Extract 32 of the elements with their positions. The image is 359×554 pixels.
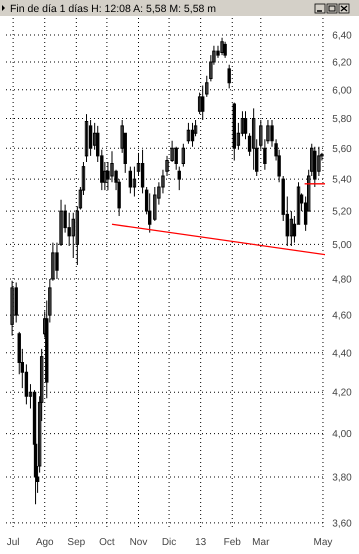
candlestick xyxy=(244,110,248,140)
y-tick-label: 5,00 xyxy=(332,240,352,251)
x-tick-label: Mar xyxy=(252,537,270,548)
y-tick-label: 6,00 xyxy=(332,85,352,96)
x-tick-label: May xyxy=(314,537,332,548)
y-tick-label: 6,20 xyxy=(332,57,352,68)
x-tick-label: Nov xyxy=(130,537,148,548)
x-tick-label: 13 xyxy=(195,537,207,548)
y-tick-label: 4,20 xyxy=(332,388,352,399)
x-tick-label: Jul xyxy=(6,537,20,548)
y-tick-label: 5,80 xyxy=(332,114,352,126)
x-tick-label: Oct xyxy=(99,537,115,548)
x-tick-label: Sep xyxy=(67,537,86,548)
y-tick-label: 5,60 xyxy=(332,144,352,155)
x-tick-label: Dic xyxy=(162,537,176,548)
y-tick-label: 4,00 xyxy=(332,429,352,440)
x-tick-label: Ago xyxy=(36,537,54,548)
candlestick xyxy=(132,166,136,198)
y-tick-label: 5,20 xyxy=(332,206,352,218)
y-tick-label: 3,60 xyxy=(332,518,352,530)
y-tick-label: 6,40 xyxy=(332,30,352,42)
y-tick-label: 4,80 xyxy=(332,274,352,286)
x-tick-label: Feb xyxy=(224,537,242,548)
candlestick xyxy=(220,37,224,56)
candlestick xyxy=(190,122,194,148)
candlestick xyxy=(186,122,190,144)
y-tick-label: 5,40 xyxy=(332,174,352,186)
y-tick-label: 3,80 xyxy=(332,472,352,484)
y-tick-label: 4,40 xyxy=(332,348,352,360)
candlestick xyxy=(223,41,227,58)
chart-title: Fin de día 1 días H: 12:08 A: 5,58 M: 5,58 m xyxy=(10,3,216,15)
y-tick-label: 4,60 xyxy=(332,310,352,322)
